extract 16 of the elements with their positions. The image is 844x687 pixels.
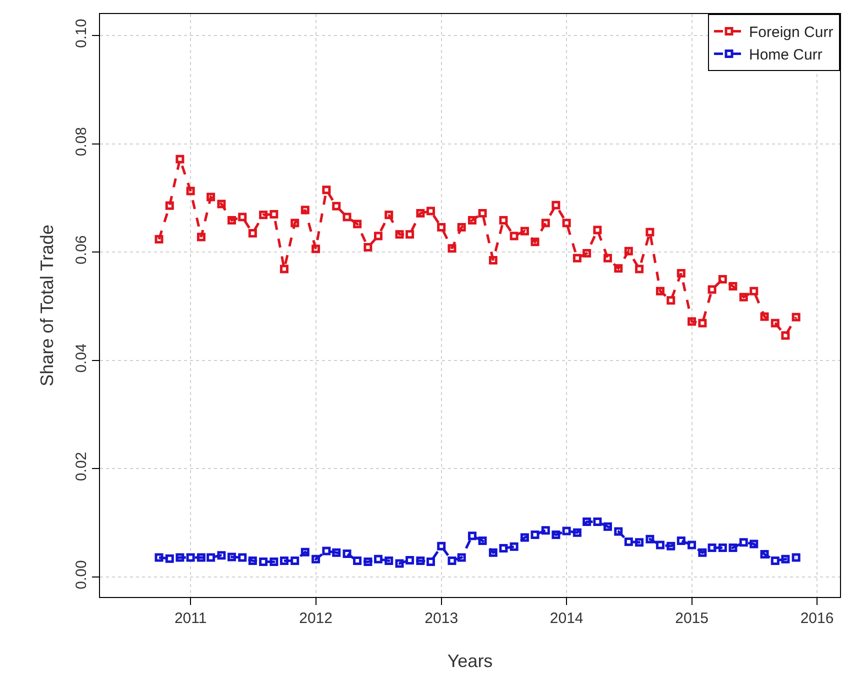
x-axis-title: Years [447, 651, 493, 672]
y-tick-label: 0.10 [73, 18, 90, 48]
x-tick-label: 2014 [550, 610, 584, 627]
y-tick-label: 0.04 [73, 344, 90, 373]
x-tick-label: 2011 [174, 610, 207, 627]
x-tick-label: 2015 [675, 610, 708, 627]
y-tick-label: 0.02 [73, 452, 90, 482]
legend-label: Home Curr [749, 46, 822, 64]
legend-label: Foreign Curr [749, 24, 834, 42]
y-tick-label: 0.00 [73, 560, 90, 590]
y-tick-label: 0.08 [73, 127, 90, 156]
y-axis-title: Share of Total Trade [37, 224, 58, 386]
y-tick-label: 0.06 [73, 235, 90, 265]
x-tick-label: 2012 [299, 610, 332, 627]
x-tick-label: 2016 [800, 610, 834, 627]
x-tick-label: 2013 [424, 610, 458, 627]
